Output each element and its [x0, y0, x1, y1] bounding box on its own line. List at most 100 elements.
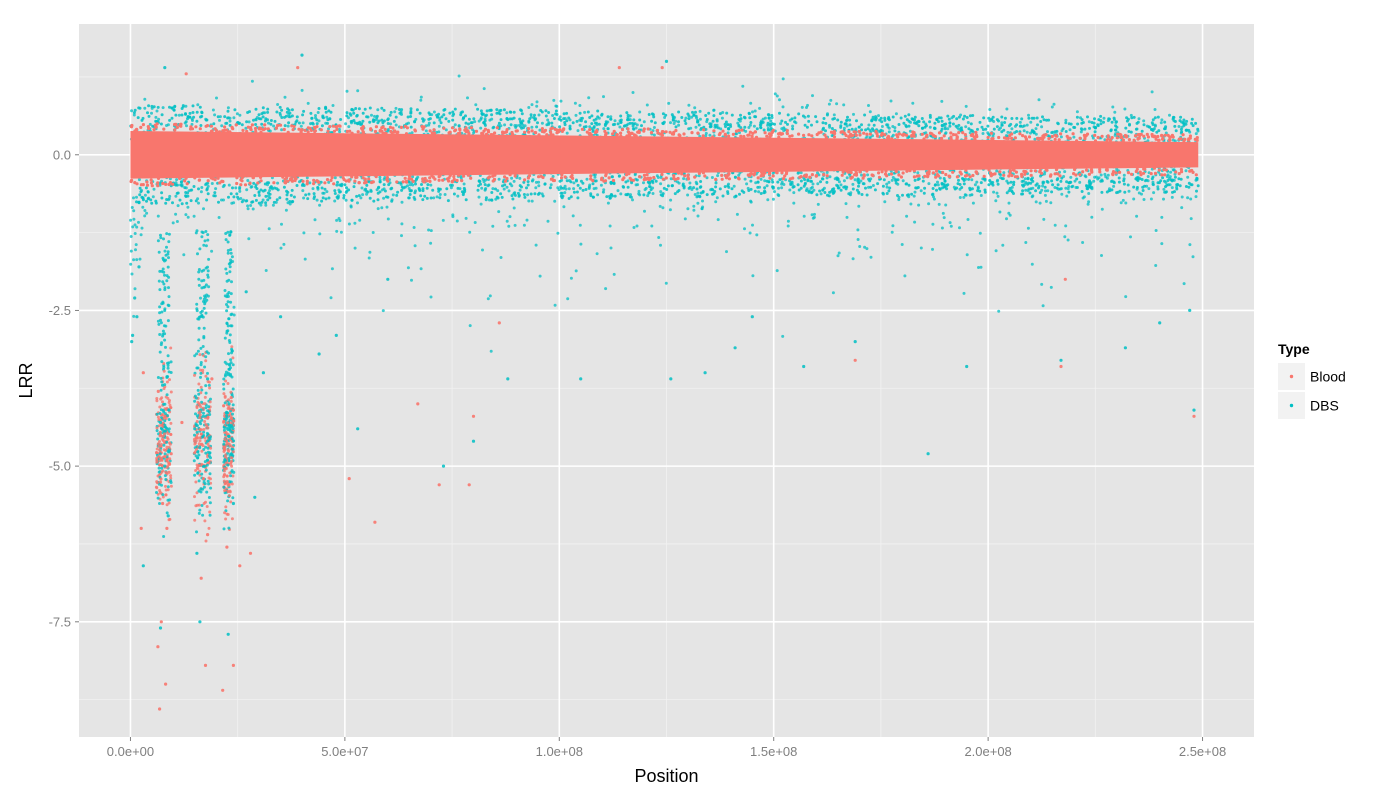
dbs-point — [609, 246, 613, 250]
dbs-point — [376, 207, 380, 211]
dbs-point — [565, 111, 569, 115]
dbs-point — [192, 115, 196, 119]
dbs-point — [174, 113, 178, 117]
dbs-point — [419, 194, 423, 198]
dbs-point — [562, 205, 566, 209]
dbs-point — [632, 226, 636, 229]
dbs-point — [148, 122, 152, 126]
dbs-point — [638, 110, 642, 114]
dbs-point — [261, 189, 265, 193]
dbs-point — [129, 218, 133, 222]
dbs-point — [606, 201, 610, 205]
dbs-point — [690, 115, 694, 119]
dbs-point — [130, 109, 134, 113]
dbs-point — [1150, 127, 1154, 131]
blood-point — [682, 132, 686, 136]
dbs-point — [1034, 127, 1038, 131]
dbs-point — [980, 125, 984, 129]
dbs-point — [763, 186, 767, 190]
dbs-point — [858, 245, 862, 248]
dbs-point — [1009, 180, 1013, 184]
dbs-point — [756, 180, 760, 184]
dbs-point — [154, 115, 158, 119]
dbs-point — [981, 177, 985, 181]
dbs-point — [622, 185, 626, 189]
dbs-point — [220, 124, 224, 128]
dbs-point — [355, 194, 359, 198]
dbs-point — [943, 179, 947, 183]
dbs-point — [288, 202, 292, 206]
dbs-point — [1135, 186, 1139, 189]
dbs-point — [1132, 197, 1136, 201]
blood-point — [1008, 171, 1012, 175]
dbs-point — [642, 193, 646, 197]
dbs-point — [134, 243, 138, 247]
blood-point — [178, 176, 182, 180]
dbs-point — [129, 235, 133, 238]
dbs-point — [899, 116, 903, 120]
dbs-point — [199, 124, 203, 127]
dbs-point — [396, 190, 400, 194]
dbs-point — [562, 186, 566, 190]
dbs-point — [927, 202, 931, 206]
dbs-point — [320, 199, 324, 203]
dbs-point — [669, 198, 673, 202]
dbs-point — [781, 77, 785, 81]
dbs-point — [913, 190, 917, 194]
dbs-point — [965, 253, 969, 257]
dbs-point — [836, 177, 840, 181]
dbs-point — [479, 109, 483, 113]
dbs-point — [490, 191, 494, 194]
dbs-point — [147, 104, 151, 108]
dbs-point — [386, 118, 390, 122]
dbs-point — [916, 171, 920, 175]
dbs-point — [860, 123, 863, 127]
dbs-point — [220, 198, 223, 202]
dbs-point — [1154, 229, 1158, 232]
dbs-point — [143, 193, 147, 197]
blood-point — [701, 171, 706, 175]
dbs-point — [211, 108, 215, 112]
dbs-point — [512, 110, 516, 114]
dbs-point — [408, 193, 412, 196]
dbs-point — [476, 107, 480, 111]
dbs-point — [648, 182, 652, 185]
dbs-point — [1028, 191, 1032, 195]
dbs-point — [790, 180, 794, 184]
dbs-point — [518, 117, 522, 121]
dbs-point — [272, 200, 276, 204]
dbs-point — [1012, 192, 1015, 195]
dbs-point — [726, 123, 730, 127]
dbs-point — [132, 258, 136, 262]
dbs-point — [864, 186, 867, 190]
dbs-point — [562, 117, 566, 121]
dbs-point — [429, 196, 433, 200]
dbs-point — [1113, 128, 1117, 132]
dbs-point — [725, 111, 729, 115]
dbs-point — [505, 219, 509, 223]
dbs-point — [855, 119, 858, 123]
dbs-point — [1163, 179, 1166, 183]
dbs-point — [546, 219, 550, 223]
dbs-point — [283, 124, 287, 128]
dbs-point — [910, 192, 914, 196]
dbs-point — [1142, 198, 1146, 201]
dbs-point — [651, 113, 655, 117]
dbs-point — [261, 115, 265, 119]
dbs-point — [957, 123, 961, 127]
dbs-point — [1137, 191, 1141, 195]
dbs-point — [968, 186, 972, 190]
dbs-point — [263, 111, 267, 115]
dbs-point — [521, 123, 525, 127]
dbs-point — [663, 116, 667, 119]
dbs-point — [569, 195, 573, 199]
dbs-point — [345, 114, 349, 118]
dbs-point — [825, 113, 829, 117]
dbs-point — [301, 182, 305, 186]
dbs-point — [653, 121, 657, 125]
dbs-point — [530, 125, 534, 129]
dbs-point — [586, 110, 590, 114]
dbs-point — [684, 122, 688, 125]
dbs-point — [271, 203, 275, 207]
dbs-point — [1031, 176, 1034, 180]
